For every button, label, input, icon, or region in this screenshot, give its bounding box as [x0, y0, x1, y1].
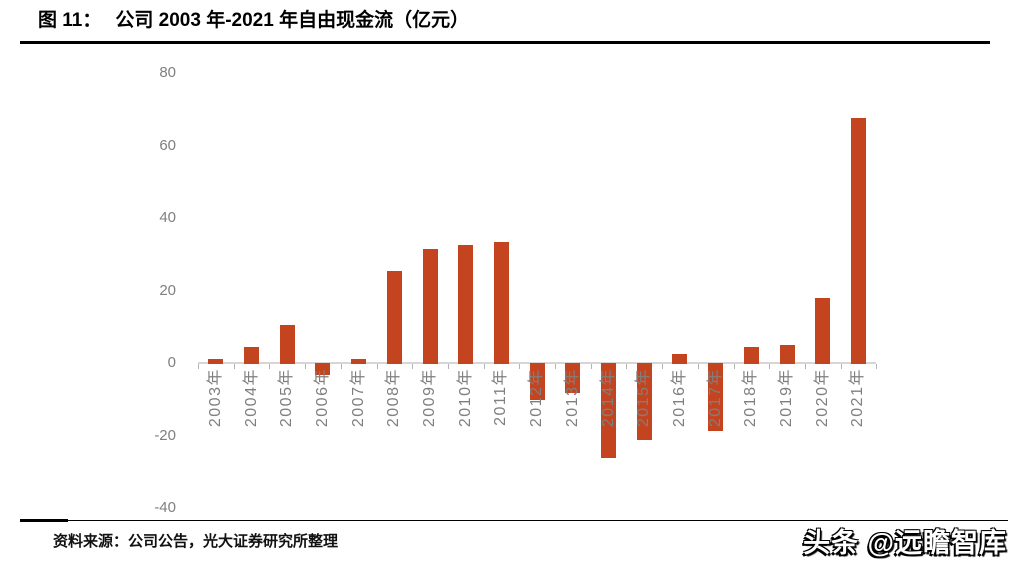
bar-2009	[422, 248, 438, 364]
x-axis-label-2016: 2016年	[670, 368, 688, 428]
source-note: 资料来源：公司公告，光大证券研究所整理	[53, 533, 339, 550]
axis-tick	[697, 364, 699, 369]
y-axis-label-80: 80	[159, 64, 176, 81]
axis-tick	[733, 364, 735, 369]
axis-tick	[412, 364, 414, 369]
x-axis-label-2011: 2011年	[492, 368, 510, 426]
bottom-rule	[68, 520, 1008, 521]
x-axis-label-2004: 2004年	[242, 368, 260, 428]
figure-header: 图 11： 公司 2003 年-2021 年自由现金流（亿元）	[38, 8, 469, 34]
x-axis-label-2012: 2012年	[528, 368, 546, 428]
y-axis-label--20: -20	[154, 426, 176, 444]
axis-tick	[483, 364, 485, 369]
x-axis-label-2014: 2014年	[599, 368, 617, 428]
y-axis-label-0: 0	[167, 354, 176, 371]
axis-tick	[804, 364, 806, 369]
y-axis-label-40: 40	[159, 209, 176, 226]
x-axis-label-2006: 2006年	[313, 368, 331, 428]
axis-tick	[555, 364, 556, 369]
bar-2012	[529, 363, 545, 401]
bar-2016	[672, 353, 688, 364]
bar-2010	[458, 245, 474, 364]
bar-2019	[779, 344, 795, 364]
x-axis-label-2020: 2020年	[813, 368, 831, 428]
axis-tick	[447, 364, 449, 369]
axis-tick	[340, 364, 342, 369]
bar-2013	[565, 363, 581, 393]
bar-2004	[244, 346, 260, 364]
axis-tick	[198, 364, 199, 369]
bar-2006	[315, 363, 331, 375]
axis-tick	[662, 364, 664, 369]
bar-2007	[351, 359, 367, 364]
bar-2021	[850, 118, 866, 364]
bar-2014	[601, 363, 617, 459]
bar-2017	[708, 363, 724, 432]
x-axis-label-2009: 2009年	[421, 368, 439, 428]
x-axis-label-2008: 2008年	[385, 368, 403, 428]
toutiao-watermark: 头条 @远瞻智库	[803, 528, 1007, 558]
figure-number: 图 11：	[38, 10, 102, 31]
bar-2018	[743, 346, 759, 364]
axis-tick	[590, 364, 592, 369]
bar-2003	[208, 359, 224, 364]
axis-tick	[376, 364, 378, 369]
x-axis-label-2005: 2005年	[278, 368, 296, 428]
axis-tick	[769, 364, 771, 369]
x-axis-label-2007: 2007年	[349, 368, 367, 428]
axis-tick	[269, 364, 271, 369]
bar-2008	[386, 270, 402, 364]
axis-tick	[233, 364, 235, 369]
x-axis-label-2021: 2021年	[849, 368, 867, 428]
axis-tick	[305, 364, 307, 369]
x-axis-label-2018: 2018年	[742, 368, 760, 428]
x-axis-label-2010: 2010年	[456, 368, 474, 428]
figure-title: 公司 2003 年-2021 年自由现金流（亿元）	[115, 10, 470, 31]
title-underline	[20, 41, 990, 44]
x-axis-label-2013: 2013年	[563, 368, 581, 428]
bottom-rule-thick	[20, 519, 68, 522]
y-axis-label--40: -40	[154, 499, 176, 516]
bar-2011	[493, 241, 509, 364]
x-axis-label-2019: 2019年	[778, 368, 796, 428]
bar-2015	[636, 363, 652, 441]
axis-tick	[519, 364, 521, 369]
axis-tick	[626, 364, 628, 369]
axis-tick	[840, 364, 842, 369]
bar-2020	[815, 297, 831, 364]
x-axis-label-2015: 2015年	[635, 368, 653, 428]
axis-tick	[876, 364, 878, 369]
y-axis-label-60: 60	[159, 136, 176, 154]
x-axis-label-2017: 2017年	[706, 368, 724, 428]
bar-2005	[279, 324, 295, 364]
y-axis-label-20: 20	[159, 281, 176, 299]
x-axis-label-2003: 2003年	[206, 368, 224, 428]
